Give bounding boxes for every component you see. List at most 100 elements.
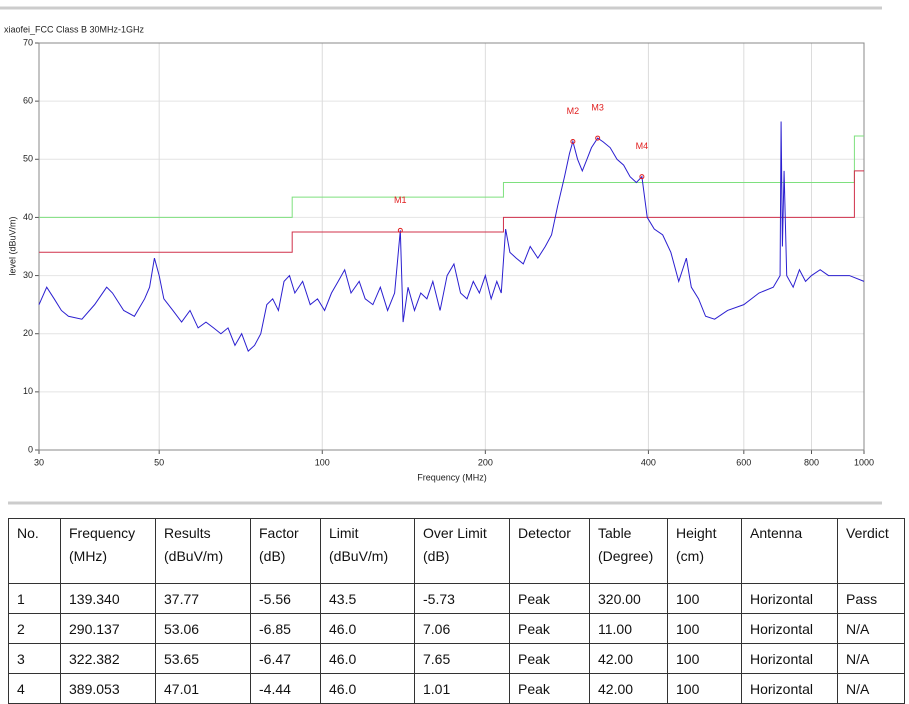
- table-cell: 43.5: [320, 583, 415, 614]
- table-cell: Factor (dB): [250, 518, 321, 584]
- marker-label: M1: [394, 195, 407, 205]
- header-text: (Degree): [598, 548, 654, 564]
- header-text: (cm): [676, 548, 704, 564]
- table-cell: No.: [8, 518, 61, 584]
- x-tick-label: 600: [736, 457, 751, 467]
- x-tick-label: 30: [34, 457, 44, 467]
- table-cell: Results (dBuV/m): [155, 518, 251, 584]
- marker-label: M3: [591, 102, 604, 112]
- series-line: [39, 170, 864, 253]
- table-cell: Antenna: [741, 518, 838, 584]
- table-cell: Height (cm): [667, 518, 742, 584]
- table-cell: 3: [8, 643, 61, 674]
- table-cell: Detector: [509, 518, 590, 584]
- table-cell: 100: [667, 613, 742, 644]
- table-cell: Frequency (MHz): [60, 518, 156, 584]
- marker-point: [570, 138, 576, 144]
- marker-point: [397, 227, 403, 233]
- header-text: Limit: [329, 525, 359, 541]
- table-cell: N/A: [837, 673, 905, 704]
- table-cell: -5.56: [250, 583, 321, 614]
- data-row: 2 290.137 53.06 -6.85 46.0 7.06 Peak 11.00 100 Ho…: [8, 613, 905, 644]
- chart-title: xiaofei_FCC Class B 30MHz-1GHz: [4, 24, 145, 34]
- table-cell: 7.06: [414, 613, 510, 644]
- table-cell: Peak: [509, 583, 590, 614]
- table-cell: Verdict: [837, 518, 905, 584]
- table-cell: -6.47: [250, 643, 321, 674]
- y-tick-label: 20: [23, 328, 33, 338]
- table-cell: Horizontal: [741, 643, 838, 674]
- series-line: [39, 135, 864, 218]
- table-cell: Table (Degree): [589, 518, 668, 584]
- table-cell: 37.77: [155, 583, 251, 614]
- header-text: Height: [676, 525, 717, 541]
- marker-point: [639, 174, 645, 180]
- marker-point: [595, 135, 601, 141]
- y-tick-label: 40: [23, 212, 33, 222]
- header-text: Table: [598, 525, 632, 541]
- header-text: Factor: [259, 525, 299, 541]
- chart: xiaofei_FCC Class B 30MHz-1GHz Frequency…: [0, 6, 882, 505]
- table-cell: 100: [667, 673, 742, 704]
- data-row: 1 139.340 37.77 -5.56 43.5 -5.73 Peak 320.00 100…: [8, 583, 905, 614]
- header-text: (MHz): [69, 548, 108, 564]
- header-text: Detector: [518, 525, 571, 541]
- x-tick-label: 100: [315, 457, 330, 467]
- table-cell: 389.053: [60, 673, 156, 704]
- y-tick-label: 10: [23, 386, 33, 396]
- table-cell: 46.0: [320, 673, 415, 704]
- header-text: Verdict: [846, 525, 889, 541]
- data-row: 3 322.382 53.65 -6.47 46.0 7.65 Peak 42.00 100 Ho…: [8, 643, 905, 674]
- table-cell: Over Limit (dB): [414, 518, 510, 584]
- table-cell: 322.382: [60, 643, 156, 674]
- y-tick-label: 30: [23, 270, 33, 280]
- table-cell: 11.00: [589, 613, 668, 644]
- table-cell: 320.00: [589, 583, 668, 614]
- table-cell: 7.65: [414, 643, 510, 674]
- y-tick-label: 50: [23, 154, 33, 164]
- table-cell: 100: [667, 583, 742, 614]
- x-tick-label: 50: [154, 457, 164, 467]
- header-row: No. Frequency (MHz) Results (dBuV/m) Factor (d…: [8, 518, 905, 584]
- table-cell: Pass: [837, 583, 905, 614]
- table-cell: -5.73: [414, 583, 510, 614]
- header-text: Frequency: [69, 525, 136, 541]
- header-text: No.: [17, 525, 39, 541]
- y-axis-label: level (dBuV/m): [7, 216, 17, 275]
- table-cell: -6.85: [250, 613, 321, 644]
- table-cell: 53.65: [155, 643, 251, 674]
- x-tick-label: 800: [804, 457, 819, 467]
- table-cell: 290.137: [60, 613, 156, 644]
- series-line: [38, 121, 865, 353]
- header-text: (dBuV/m): [164, 548, 224, 564]
- table-cell: -4.44: [250, 673, 321, 704]
- table-cell: Peak: [509, 673, 590, 704]
- header-text: (dBuV/m): [329, 548, 389, 564]
- table-cell: Horizontal: [741, 673, 838, 704]
- table-cell: 47.01: [155, 673, 251, 704]
- table-cell: 2: [8, 613, 61, 644]
- table-cell: Horizontal: [741, 583, 838, 614]
- table-cell: 46.0: [320, 643, 415, 674]
- x-axis-label: Frequency (MHz): [417, 472, 487, 482]
- header-text: (dB): [259, 548, 286, 564]
- y-tick-label: 0: [28, 444, 33, 454]
- x-tick-label: 1000: [854, 457, 874, 467]
- table-cell: 139.340: [60, 583, 156, 614]
- table-cell: 42.00: [589, 673, 668, 704]
- table-cell: 42.00: [589, 643, 668, 674]
- table-cell: 100: [667, 643, 742, 674]
- table-cell: 4: [8, 673, 61, 704]
- table-cell: 46.0: [320, 613, 415, 644]
- header-text: Results: [164, 525, 211, 541]
- header-text: Antenna: [750, 525, 803, 541]
- table-cell: N/A: [837, 643, 905, 674]
- marker-label: M4: [636, 141, 649, 151]
- header-text: (dB): [423, 548, 450, 564]
- table-cell: Limit (dBuV/m): [320, 518, 415, 584]
- x-tick-label: 400: [641, 457, 656, 467]
- data-row: 4 389.053 47.01 -4.44 46.0 1.01 Peak 42.00 100 Ho…: [8, 673, 905, 704]
- table-cell: Peak: [509, 613, 590, 644]
- table-cell: Peak: [509, 643, 590, 674]
